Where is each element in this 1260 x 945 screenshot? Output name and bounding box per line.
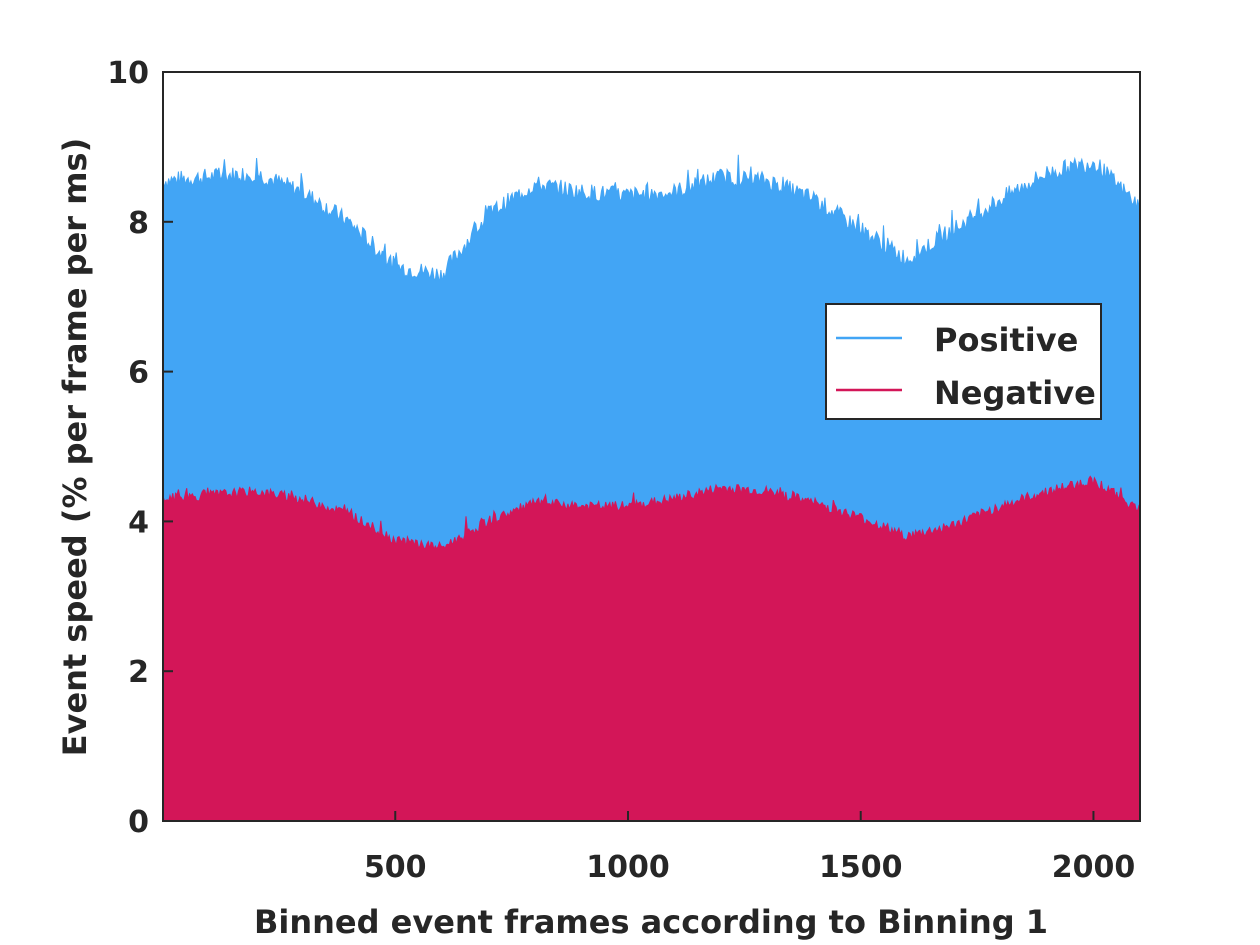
y-tick-label: 4	[128, 505, 149, 540]
x-tick-label: 1000	[586, 850, 670, 885]
y-tick-label: 10	[107, 56, 149, 91]
x-tick-label: 500	[364, 850, 427, 885]
x-axis-label: Binned event frames according to Binning…	[254, 903, 1048, 941]
area-series-negative	[162, 475, 1141, 822]
plot-frame	[162, 71, 1141, 822]
y-tick-label: 0	[128, 805, 149, 840]
y-axis-label: Event speed (% per frame per ms)	[56, 138, 94, 756]
legend-label-negative: Negative	[934, 374, 1096, 412]
legend-label-positive: Positive	[934, 321, 1078, 359]
y-tick-label: 6	[128, 356, 149, 391]
y-tick-label: 2	[128, 655, 149, 690]
x-tick-label: 1500	[819, 850, 903, 885]
ticks-layer: 500 1000 1500 2000 0 2 4 6 8 10	[107, 56, 1135, 885]
series-layer	[162, 154, 1141, 822]
x-tick-label: 2000	[1052, 850, 1136, 885]
legend-box	[825, 303, 1102, 420]
y-tick-label: 8	[128, 206, 149, 241]
legend: Positive Negative	[825, 303, 1102, 420]
